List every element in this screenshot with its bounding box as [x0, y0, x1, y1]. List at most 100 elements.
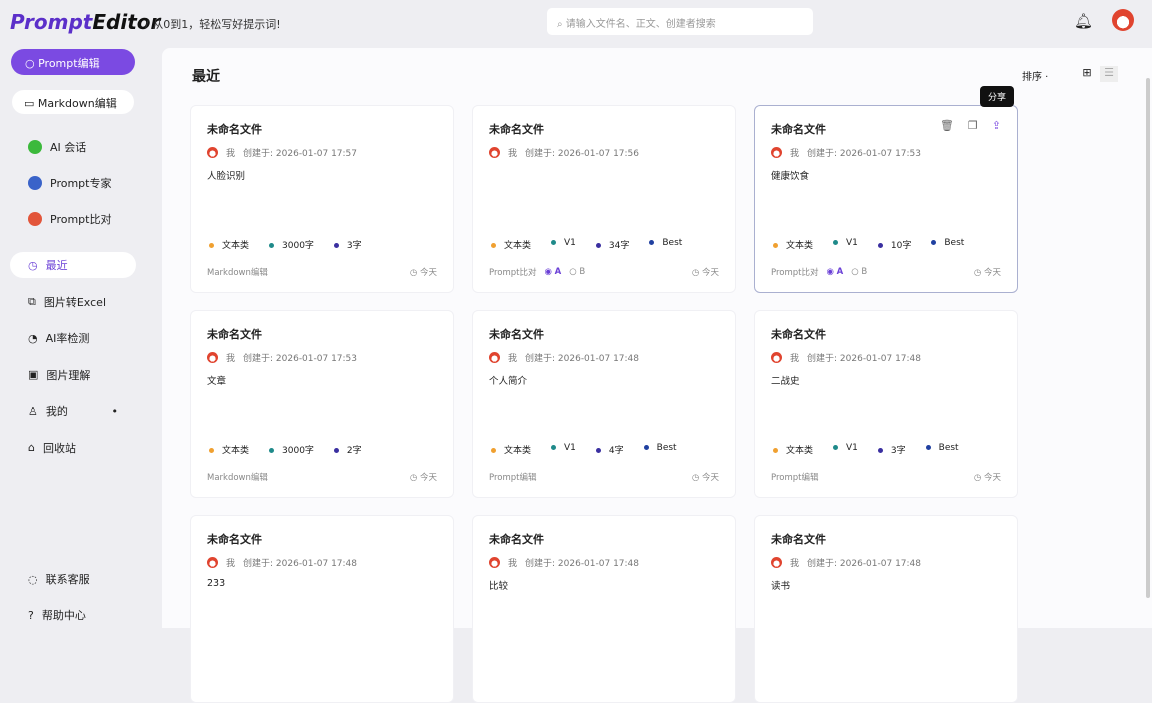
card-author: 我 — [508, 559, 518, 569]
file-card[interactable]: 未命名文件 我创建于: 2026-01-07 17:57 人脸识别 文本类 300… — [190, 105, 454, 293]
sidebar-item-icon: ▣ — [28, 368, 39, 381]
card-author: 我 — [508, 354, 518, 364]
card-date-label: 今天 — [701, 268, 719, 278]
sidebar-item[interactable]: ⌂ 回收站 — [10, 435, 136, 461]
card-tag: V1 — [833, 238, 858, 251]
sidebar-bottom-item[interactable]: ? 帮助中心 — [10, 602, 136, 628]
radio-a[interactable]: ◉ A — [544, 267, 562, 277]
radio-b[interactable]: ○ B — [569, 267, 586, 277]
logo[interactable]: PromptEditor — [10, 10, 160, 34]
sidebar-tool[interactable]: AI 会话 — [10, 134, 136, 160]
card-tag: 文本类 — [209, 443, 249, 456]
prompt-edit-button[interactable]: ○ Prompt编辑 — [11, 49, 135, 75]
card-created: 创建于: 2026-01-07 17:48 — [243, 559, 358, 569]
search-placeholder: 请输入文件名、正文、创建者搜索 — [565, 19, 716, 30]
file-card[interactable]: 未命名文件 我创建于: 2026-01-07 17:48 读书 — [754, 515, 1018, 703]
sidebar-tool[interactable]: Prompt比对 — [10, 206, 136, 232]
tag-label: Best — [944, 238, 965, 248]
card-footer: Prompt比对 ◉ A ○ B ◷ 今天 — [489, 266, 719, 278]
card-author: 我 — [790, 149, 800, 159]
tool-label: Prompt比对 — [50, 213, 112, 226]
sidebar-item[interactable]: ▣ 图片理解 — [10, 362, 136, 388]
card-tag: 2字 — [333, 443, 362, 456]
sidebar-item-label: 图片理解 — [46, 368, 91, 382]
tag-dot-icon — [833, 240, 839, 245]
card-meta: 我创建于: 2026-01-07 17:48 — [489, 556, 639, 569]
file-card[interactable]: 未命名文件 我创建于: 2026-01-07 17:56 文本类 V1 34字 Bes… — [472, 105, 736, 293]
card-date-label: 今天 — [419, 268, 437, 278]
card-tags: 文本类 V1 10字 Best — [773, 238, 964, 251]
radio-a[interactable]: ◉ A — [826, 267, 844, 277]
copy-icon[interactable]: ❐ — [967, 119, 978, 132]
card-meta: 我创建于: 2026-01-07 17:57 — [207, 146, 357, 159]
sidebar-item-icon: ◷ — [28, 258, 38, 272]
sidebar-item-label: 我的 — [45, 405, 68, 418]
card-type: Prompt比对 — [489, 268, 537, 278]
card-title: 未命名文件 — [489, 123, 544, 136]
grid-view-icon[interactable]: ⊞ — [1082, 66, 1092, 79]
card-date-label: 今天 — [983, 268, 1001, 278]
avatar[interactable] — [1112, 9, 1134, 31]
tag-label: 3字 — [346, 241, 362, 251]
author-avatar — [771, 352, 782, 363]
sidebar-bottom-label: 帮助中心 — [41, 609, 86, 622]
sidebar: ○ Prompt编辑 ▭ Markdown编辑 AI 会话 Prompt专家 Pro… — [0, 46, 160, 628]
sidebar-item[interactable]: ♙ 我的 • — [10, 398, 136, 424]
tag-label: 文本类 — [786, 446, 814, 456]
file-card[interactable]: 未命名文件 我创建于: 2026-01-07 17:48 比较 — [472, 515, 736, 703]
card-date-label: 今天 — [419, 473, 437, 483]
card-author: 我 — [226, 149, 236, 159]
list-view-icon[interactable]: ☰ — [1100, 66, 1118, 82]
author-avatar — [207, 557, 218, 568]
trash-icon[interactable]: 🗑︎ — [939, 119, 954, 132]
card-tag: Best — [649, 238, 682, 251]
share-icon[interactable]: ⇪ — [991, 119, 1001, 132]
tool-label: AI 会话 — [50, 141, 87, 154]
tag-label: V1 — [564, 238, 576, 248]
tag-label: V1 — [846, 443, 858, 453]
radio-a-label: A — [554, 267, 562, 277]
sidebar-item-label: 图片转Excel — [43, 295, 106, 309]
sidebar-tool[interactable]: Prompt专家 — [10, 170, 136, 196]
tag-dot-icon — [773, 243, 778, 248]
file-card[interactable]: 未命名文件 我创建于: 2026-01-07 17:53 文章 文本类 3000字… — [190, 310, 454, 498]
main-panel: 最近 排序 · ⊞ ☰ 未命名文件 我创建于: 2026-01-07 17:57… — [162, 48, 1152, 703]
tag-dot-icon — [595, 243, 601, 248]
tag-dot-icon — [773, 448, 778, 453]
card-tag: 3000字 — [269, 238, 314, 251]
sidebar-item-label: AI率检测 — [45, 332, 90, 345]
sort-dropdown[interactable]: 排序 · — [1022, 72, 1049, 83]
tag-dot-icon — [877, 243, 883, 248]
sidebar-item[interactable]: ⧉ 图片转Excel — [10, 289, 136, 315]
search-input[interactable]: ⌕ 请输入文件名、正文、创建者搜索 — [547, 8, 813, 35]
file-card[interactable]: 未命名文件 我创建于: 2026-01-07 17:48 233 — [190, 515, 454, 703]
clock-icon: ◷ — [409, 473, 420, 483]
markdown-edit-button[interactable]: ▭ Markdown编辑 — [12, 90, 134, 114]
file-card[interactable]: 未命名文件 我创建于: 2026-01-07 17:48 二战史 文本类 V1 3字… — [754, 310, 1018, 498]
card-meta: 我创建于: 2026-01-07 17:53 — [771, 146, 921, 159]
tag-dot-icon — [833, 445, 839, 450]
file-card[interactable]: 未命名文件 我创建于: 2026-01-07 17:48 个人简介 文本类 V1 4… — [472, 310, 736, 498]
card-date-label: 今天 — [983, 473, 1001, 483]
tag-dot-icon — [491, 243, 496, 248]
scrollbar[interactable] — [1146, 78, 1150, 598]
file-card[interactable]: 未命名文件 🗑︎ ❐ ⇪ 我创建于: 2026-01-07 17:53 健康饮食 文… — [754, 105, 1018, 293]
tag-label: V1 — [846, 238, 858, 248]
card-title: 未命名文件 — [489, 328, 544, 341]
author-avatar — [771, 147, 782, 158]
card-tag: Best — [643, 443, 677, 456]
radio-b[interactable]: ○ B — [851, 267, 868, 277]
tool-label: Prompt专家 — [50, 177, 112, 190]
card-tags: 文本类 V1 4字 Best — [491, 443, 677, 456]
card-tag: V1 — [833, 443, 858, 456]
bell-icon[interactable]: 🔔︎ — [1074, 12, 1094, 30]
card-type: Prompt编辑 — [771, 473, 819, 483]
tool-icon — [28, 140, 42, 154]
sidebar-bottom-item[interactable]: ◌ 联系客服 — [10, 566, 136, 592]
sidebar-item[interactable]: ◔ AI率检测 — [10, 325, 136, 351]
tag-label: 10字 — [890, 241, 912, 251]
card-title: 未命名文件 — [207, 533, 262, 546]
sidebar-item[interactable]: ◷ 最近 — [10, 252, 136, 278]
sidebar-item-icon: ⧉ — [28, 294, 36, 308]
clock-icon: ◷ — [973, 268, 984, 278]
